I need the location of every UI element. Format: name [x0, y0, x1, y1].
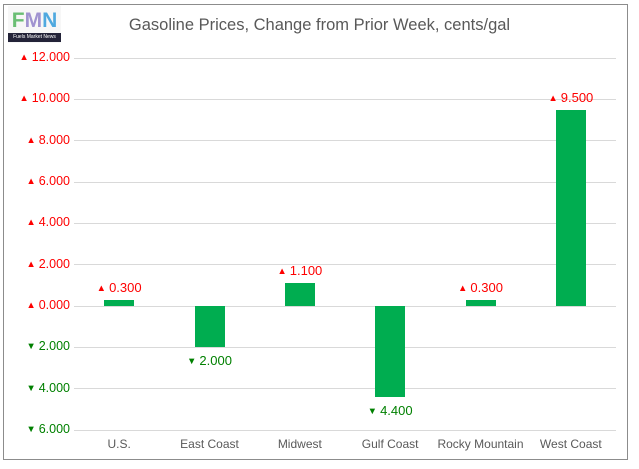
value-text: 2.000 — [38, 256, 70, 271]
up-triangle-icon: ▲ — [26, 300, 36, 311]
down-triangle-icon: ▼ — [26, 382, 36, 394]
data-label-midwest: ▲ 1.100 — [258, 263, 342, 278]
fmn-logo: F M N Fuels Market News — [8, 6, 61, 43]
value-text: 8.000 — [38, 132, 70, 147]
up-triangle-icon: ▲ — [19, 52, 29, 63]
down-triangle-icon: ▼ — [26, 424, 36, 435]
down-triangle-icon: ▼ — [187, 356, 197, 368]
logo-letter-n: N — [42, 9, 58, 32]
bar-gulf-coast — [375, 306, 406, 397]
value-text: 2.000 — [199, 353, 232, 369]
x-axis-label-midwest: Midwest — [277, 437, 322, 451]
up-triangle-icon: ▲ — [26, 134, 36, 146]
bar-u-s — [104, 299, 135, 306]
value-text: 0.000 — [38, 298, 70, 312]
gridline — [74, 388, 616, 390]
down-triangle-icon: ▼ — [26, 341, 36, 353]
bar-west-coast — [555, 109, 586, 306]
y-axis-tick-label: ▲ 0.000 — [4, 298, 70, 312]
bar-rocky-mountain — [465, 299, 496, 306]
value-text: 10.000 — [31, 91, 70, 106]
x-axis-label-rocky-mountain: Rocky Mountain — [437, 437, 524, 451]
y-axis-tick-label: ▲ 10.000 — [4, 91, 70, 105]
x-axis-label-west-coast: West Coast — [539, 437, 602, 451]
x-axis-label-east-coast: East Coast — [180, 437, 239, 451]
gridline — [74, 305, 616, 307]
logo-tagline: Fuels Market News — [8, 33, 61, 42]
data-label-gulf-coast: ▼ 4.400 — [348, 403, 432, 418]
x-axis-label-gulf-coast: Gulf Coast — [361, 437, 419, 451]
fmn-logo-letters: F M N — [8, 6, 61, 33]
value-text: 4.400 — [380, 402, 413, 418]
y-axis-tick-label: ▲ 12.000 — [4, 50, 70, 64]
value-text: 6.000 — [38, 174, 70, 188]
up-triangle-icon: ▲ — [26, 258, 36, 270]
chart-frame — [3, 4, 628, 460]
value-text: 4.000 — [38, 215, 70, 230]
gridline — [74, 264, 616, 266]
gridline — [74, 429, 616, 431]
chart-title: Gasoline Prices, Change from Prior Week,… — [128, 16, 511, 34]
bar-midwest — [284, 283, 315, 306]
logo-letter-f: F — [11, 9, 25, 32]
gridline — [74, 140, 616, 142]
plot-area — [74, 57, 616, 431]
data-label-rocky-mountain: ▲ 0.300 — [439, 280, 523, 295]
y-axis-tick-label: ▲ 8.000 — [4, 133, 70, 147]
up-triangle-icon: ▲ — [277, 266, 287, 278]
gridline — [74, 181, 616, 183]
value-text: 12.000 — [31, 50, 70, 64]
y-axis-tick-label: ▲ 2.000 — [4, 257, 70, 271]
y-axis-tick-label: ▼ 2.000 — [4, 339, 70, 353]
y-axis-tick-label: ▲ 6.000 — [4, 174, 70, 188]
logo-letter-m: M — [24, 9, 43, 32]
y-axis-tick-label: ▼ 6.000 — [4, 422, 70, 436]
gridline — [74, 222, 616, 224]
value-text: 9.500 — [560, 89, 594, 105]
up-triangle-icon: ▲ — [96, 282, 107, 294]
y-axis-tick-label: ▲ 4.000 — [4, 215, 70, 229]
gridline — [74, 346, 616, 348]
x-axis-label-u-s: U.S. — [107, 437, 131, 451]
value-text: 2.000 — [38, 339, 70, 354]
data-label-east-coast: ▼ 2.000 — [168, 353, 252, 368]
up-triangle-icon: ▲ — [458, 282, 468, 294]
bar-east-coast — [194, 306, 225, 348]
value-text: 4.000 — [38, 380, 70, 395]
data-label-west-coast: ▲ 9.500 — [529, 90, 613, 105]
value-text: 0.300 — [470, 279, 503, 295]
up-triangle-icon: ▲ — [548, 92, 558, 104]
value-text: 1.100 — [289, 263, 323, 279]
gridline — [74, 57, 616, 59]
data-label-u-s: ▲ 0.300 — [77, 280, 161, 295]
gridline — [74, 98, 616, 100]
value-text: 0.300 — [109, 279, 142, 295]
up-triangle-icon: ▲ — [26, 217, 36, 229]
up-triangle-icon: ▲ — [26, 176, 36, 187]
value-text: 6.000 — [38, 422, 70, 436]
y-axis-tick-label: ▼ 4.000 — [4, 381, 70, 395]
up-triangle-icon: ▲ — [19, 93, 29, 105]
down-triangle-icon: ▼ — [367, 405, 378, 417]
